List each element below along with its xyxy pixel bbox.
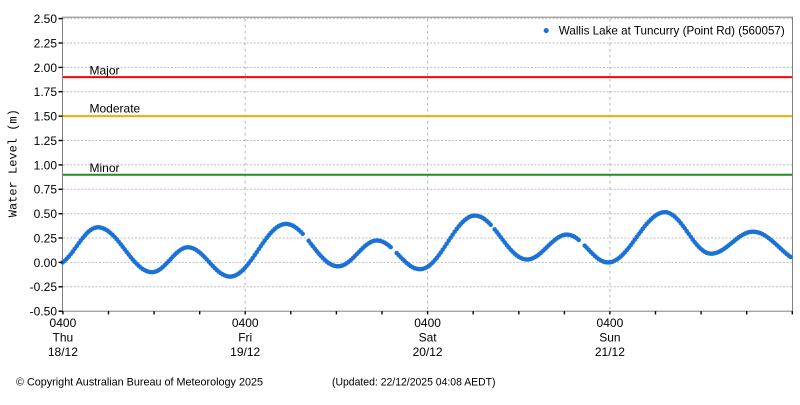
svg-text:Wallis Lake at Tuncurry (Point: Wallis Lake at Tuncurry (Point Rd) (5600… [559, 24, 785, 38]
svg-text:0400: 0400 [414, 316, 441, 330]
svg-text:2.25: 2.25 [34, 36, 58, 50]
svg-text:Thu: Thu [53, 331, 74, 345]
svg-text:1.50: 1.50 [34, 110, 58, 124]
svg-text:(Updated: 22/12/2025 04:08 AED: (Updated: 22/12/2025 04:08 AEDT) [332, 377, 496, 389]
svg-text:0400: 0400 [232, 316, 259, 330]
svg-text:2.50: 2.50 [34, 12, 58, 26]
svg-text:20/12: 20/12 [413, 345, 443, 359]
svg-text:Sat: Sat [419, 331, 438, 345]
svg-text:Fri: Fri [238, 331, 252, 345]
svg-text:1.25: 1.25 [34, 134, 58, 148]
svg-text:0400: 0400 [50, 316, 77, 330]
svg-text:Major: Major [90, 64, 120, 78]
svg-text:0.50: 0.50 [34, 207, 58, 221]
svg-text:1.00: 1.00 [34, 158, 58, 172]
svg-text:Water Level (m): Water Level (m) [7, 109, 21, 217]
svg-text:2.00: 2.00 [34, 61, 58, 75]
svg-text:1.75: 1.75 [34, 85, 58, 99]
svg-text:Moderate: Moderate [90, 102, 141, 116]
svg-text:0.75: 0.75 [34, 183, 58, 197]
svg-text:0400: 0400 [597, 316, 624, 330]
svg-text:0.00: 0.00 [34, 256, 58, 270]
svg-text:-0.25: -0.25 [30, 280, 58, 294]
svg-text:-0.50: -0.50 [30, 305, 58, 319]
svg-text:Minor: Minor [90, 161, 120, 175]
svg-text:Sun: Sun [599, 331, 620, 345]
svg-text:18/12: 18/12 [48, 345, 78, 359]
svg-text:19/12: 19/12 [230, 345, 260, 359]
svg-text:© Copyright Australian Bureau: © Copyright Australian Bureau of Meteoro… [16, 377, 263, 389]
svg-text:21/12: 21/12 [595, 345, 625, 359]
svg-text:0.25: 0.25 [34, 231, 58, 245]
